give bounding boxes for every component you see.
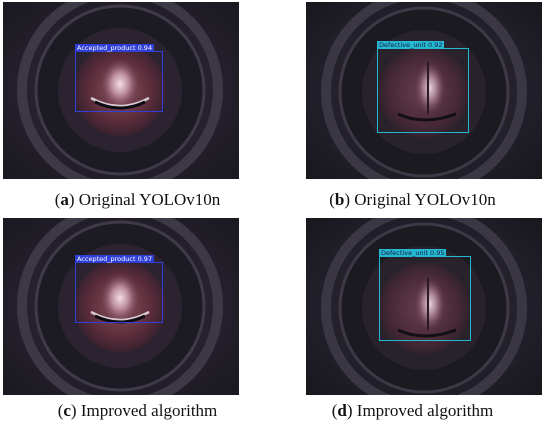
caption-letter: c <box>63 401 71 420</box>
detection-box-d <box>379 256 471 341</box>
detection-score: 0.94 <box>137 44 153 52</box>
detection-label-c: Accepted_product 0.97 <box>75 255 155 263</box>
detection-box-c <box>75 262 163 323</box>
detection-box-a <box>75 51 163 112</box>
detection-label-a: Accepted_product 0.94 <box>75 44 155 52</box>
lens-photo <box>3 2 239 179</box>
detection-score: 0.92 <box>428 41 443 49</box>
caption-text: Improved algorithm <box>80 401 218 420</box>
detection-class: Defective_unit <box>381 249 428 257</box>
caption-text: Original YOLOv10n <box>78 190 221 209</box>
detection-label-b: Defective_unit 0.92 <box>377 41 445 49</box>
detection-score: 0.95 <box>430 249 445 257</box>
image-panel-b <box>306 2 542 179</box>
detection-box-b <box>377 48 469 133</box>
detection-class: Accepted_product <box>77 44 136 52</box>
caption-d: (d) Improved algorithm <box>331 401 494 420</box>
caption-b: (b) Original YOLOv10n <box>329 190 496 209</box>
caption-letter: b <box>334 190 345 209</box>
image-panel-a <box>3 2 239 179</box>
caption-text: Improved algorithm <box>356 401 494 420</box>
lens-photo <box>306 218 542 395</box>
caption-text: Original YOLOv10n <box>354 190 496 209</box>
detection-label-d: Defective_unit 0.95 <box>379 249 447 257</box>
image-panel-d <box>306 218 542 395</box>
caption-c: (c) Improved algorithm <box>57 401 218 420</box>
caption-letter: a <box>60 190 69 209</box>
detection-class: Defective_unit <box>379 41 426 49</box>
detection-score: 0.97 <box>137 255 153 263</box>
detection-class: Accepted_product <box>77 255 136 263</box>
caption-letter: d <box>337 401 347 420</box>
caption-a: (a) Original YOLOv10n <box>54 190 221 209</box>
lens-photo <box>306 2 542 179</box>
